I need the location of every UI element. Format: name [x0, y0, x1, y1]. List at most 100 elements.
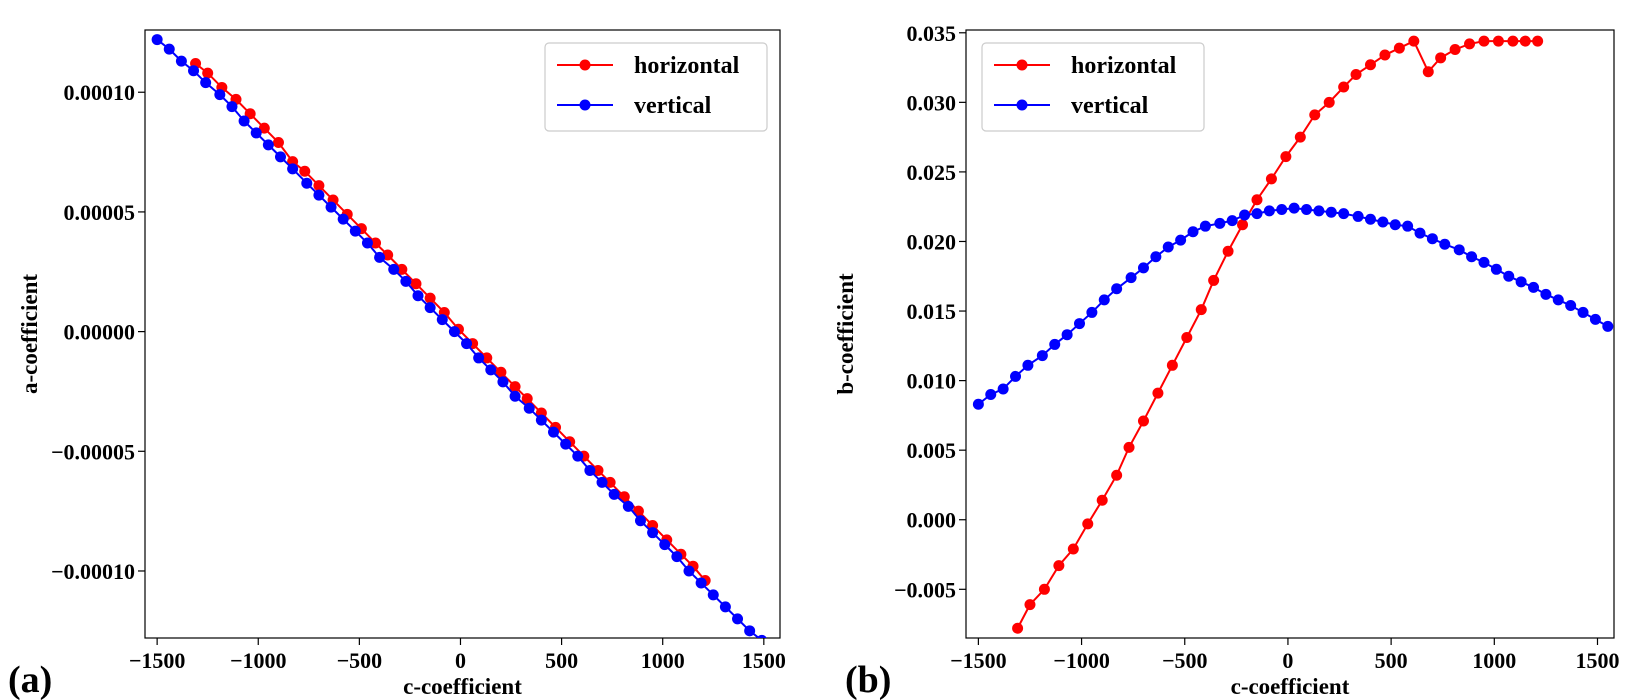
data-point-vertical — [1276, 203, 1288, 215]
data-point-vertical — [262, 139, 274, 151]
data-point-horizontal — [370, 237, 382, 249]
data-point-horizontal — [1393, 42, 1405, 54]
data-point-vertical — [659, 539, 671, 551]
data-point-vertical — [1074, 318, 1086, 330]
y-tick-label: 0.00005 — [64, 200, 136, 225]
plot-frame — [965, 29, 1615, 639]
data-point-horizontal — [1152, 387, 1164, 399]
data-point-vertical — [1214, 217, 1226, 229]
data-point-horizontal — [1294, 131, 1306, 143]
y-tick-label: 0.015 — [907, 299, 957, 324]
data-point-horizontal — [1082, 518, 1094, 530]
x-tick-label: −1500 — [950, 648, 1007, 673]
data-point-vertical — [1490, 263, 1502, 275]
data-point-horizontal — [1265, 173, 1277, 185]
data-point-vertical — [412, 290, 424, 302]
data-point-horizontal — [1435, 52, 1447, 64]
data-point-vertical — [163, 43, 175, 55]
data-point-horizontal — [1237, 219, 1249, 231]
legend: horizontal vertical — [544, 42, 768, 132]
x-tick-label: 0 — [1282, 648, 1293, 673]
data-point-horizontal — [1195, 304, 1207, 316]
data-point-vertical — [732, 613, 744, 625]
data-point-vertical — [151, 34, 163, 46]
x-tick-label: 1000 — [641, 648, 685, 673]
data-point-vertical — [1439, 238, 1451, 250]
data-point-horizontal — [313, 180, 325, 192]
data-point-vertical — [1515, 276, 1527, 288]
data-point-vertical — [1552, 294, 1564, 306]
y-tick-label: 0.030 — [907, 90, 957, 115]
data-point-vertical — [1199, 220, 1211, 232]
data-point-horizontal — [202, 67, 214, 79]
x-axis-label: c-coefficient — [1231, 674, 1350, 699]
legend: horizontal vertical — [981, 42, 1205, 132]
data-point-horizontal — [1096, 494, 1108, 506]
data-point-horizontal — [410, 278, 422, 290]
series-horizontal — [1012, 35, 1544, 634]
data-point-vertical — [1125, 272, 1137, 284]
data-point-horizontal — [1478, 35, 1490, 47]
data-point-horizontal — [1338, 81, 1350, 93]
chart-panel-a: −1500 −1000 −500 0 500 1000 1500 0.00010 0.00005… — [8, 29, 786, 700]
x-tick-label: 1000 — [1472, 648, 1516, 673]
data-point-horizontal — [1309, 109, 1321, 121]
data-point-vertical — [1226, 215, 1238, 227]
y-tick-label: 0.010 — [907, 369, 957, 394]
data-point-horizontal — [244, 108, 256, 120]
data-point-vertical — [325, 201, 337, 213]
data-point-vertical — [972, 398, 984, 410]
data-point-vertical — [1098, 294, 1110, 306]
data-point-horizontal — [1053, 560, 1065, 572]
chart-panel-b: −1500 −1000 −500 0 500 1000 1500 0.035 0.030 0.02… — [833, 21, 1619, 700]
data-point-vertical — [1301, 203, 1313, 215]
x-axis-label: c-coefficient — [403, 674, 522, 699]
data-point-vertical — [1528, 281, 1540, 293]
data-point-horizontal — [1507, 35, 1519, 47]
data-point-horizontal — [481, 352, 493, 364]
data-point-vertical — [1061, 329, 1073, 341]
data-point-horizontal — [1492, 35, 1504, 47]
data-point-vertical — [461, 338, 473, 350]
data-point-vertical — [596, 476, 608, 488]
data-point-vertical — [349, 225, 361, 237]
data-point-vertical — [523, 402, 535, 414]
data-point-horizontal — [1532, 35, 1544, 47]
data-point-horizontal — [299, 165, 311, 177]
y-tick-label: 0.025 — [907, 160, 957, 185]
data-point-vertical — [374, 251, 386, 263]
data-point-horizontal — [1350, 69, 1362, 81]
data-point-horizontal — [1111, 469, 1123, 481]
x-tick-label: 1500 — [1575, 648, 1619, 673]
data-point-vertical — [188, 65, 200, 77]
data-point-vertical — [671, 551, 683, 563]
data-point-vertical — [1402, 220, 1414, 232]
data-point-vertical — [756, 634, 767, 638]
data-point-horizontal — [272, 137, 284, 149]
data-point-vertical — [622, 500, 634, 512]
data-point-horizontal — [1422, 66, 1434, 78]
data-point-vertical — [1540, 288, 1552, 300]
data-point-vertical — [1263, 205, 1275, 217]
data-point-vertical — [274, 151, 286, 163]
legend-label-vertical: vertical — [1071, 93, 1149, 119]
data-point-vertical — [226, 101, 238, 113]
y-tick-label: 0.00000 — [64, 320, 136, 345]
data-point-vertical — [238, 115, 250, 127]
data-point-horizontal — [604, 476, 616, 488]
y-tick-label: 0.000 — [907, 508, 957, 533]
series-vertical — [151, 34, 767, 638]
data-point-horizontal — [1038, 583, 1050, 595]
y-axis-label: b-coefficient — [833, 273, 858, 395]
data-point-vertical — [250, 127, 262, 139]
data-point-vertical — [1111, 283, 1123, 295]
data-point-vertical — [997, 383, 1009, 395]
x-tick-label: −1500 — [129, 648, 186, 673]
data-point-vertical — [448, 326, 460, 338]
data-point-vertical — [509, 390, 521, 402]
data-point-vertical — [337, 213, 349, 225]
data-point-vertical — [400, 275, 412, 287]
data-point-vertical — [1503, 270, 1515, 282]
legend-label-vertical: vertical — [634, 93, 712, 119]
